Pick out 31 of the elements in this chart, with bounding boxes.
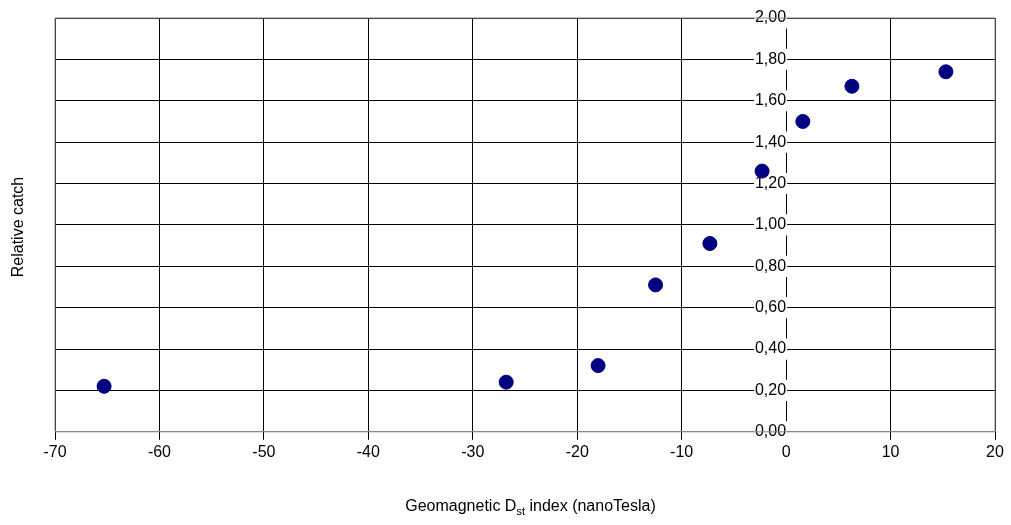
- x-tick-label: -10: [670, 442, 694, 460]
- x-tick-label: 20: [986, 442, 1004, 460]
- x-tick-label: -20: [565, 442, 589, 460]
- x-tick-label: -40: [356, 442, 380, 460]
- x-tick-label: -30: [461, 442, 485, 460]
- y-tick-label: 2,00: [754, 8, 787, 26]
- point: [590, 358, 606, 374]
- x-axis-title: Geomagnetic D$_{st}$ index (nanoTesla): [404, 497, 657, 518]
- x-tick-label: 0: [781, 442, 791, 460]
- y-tick-label: 1,80: [754, 49, 787, 67]
- point: [702, 236, 718, 252]
- x-tick-label: -60: [147, 442, 172, 460]
- point: [844, 78, 860, 94]
- y-tick-label: 1,60: [754, 91, 787, 109]
- y-axis-title: Relative catch: [9, 176, 27, 278]
- point: [938, 64, 954, 80]
- point: [96, 378, 112, 394]
- y-tick-label: 0,60: [754, 298, 787, 316]
- point: [795, 113, 811, 129]
- x-tick-label: 10: [881, 442, 900, 460]
- y-tick-label: 1,00: [754, 215, 787, 233]
- y-tick-label: 1,20: [754, 173, 787, 191]
- y-tick-label: 0,20: [754, 380, 787, 398]
- y-tick-label: 1,40: [754, 132, 787, 150]
- point: [648, 277, 664, 293]
- x-tick-label: -50: [252, 442, 276, 460]
- y-tick-label: 0,80: [754, 256, 787, 274]
- y-tick-label: 0,00: [754, 422, 787, 440]
- x-tick-label: -70: [43, 442, 67, 460]
- point: [498, 374, 514, 390]
- y-tick-label: 0,40: [754, 339, 787, 357]
